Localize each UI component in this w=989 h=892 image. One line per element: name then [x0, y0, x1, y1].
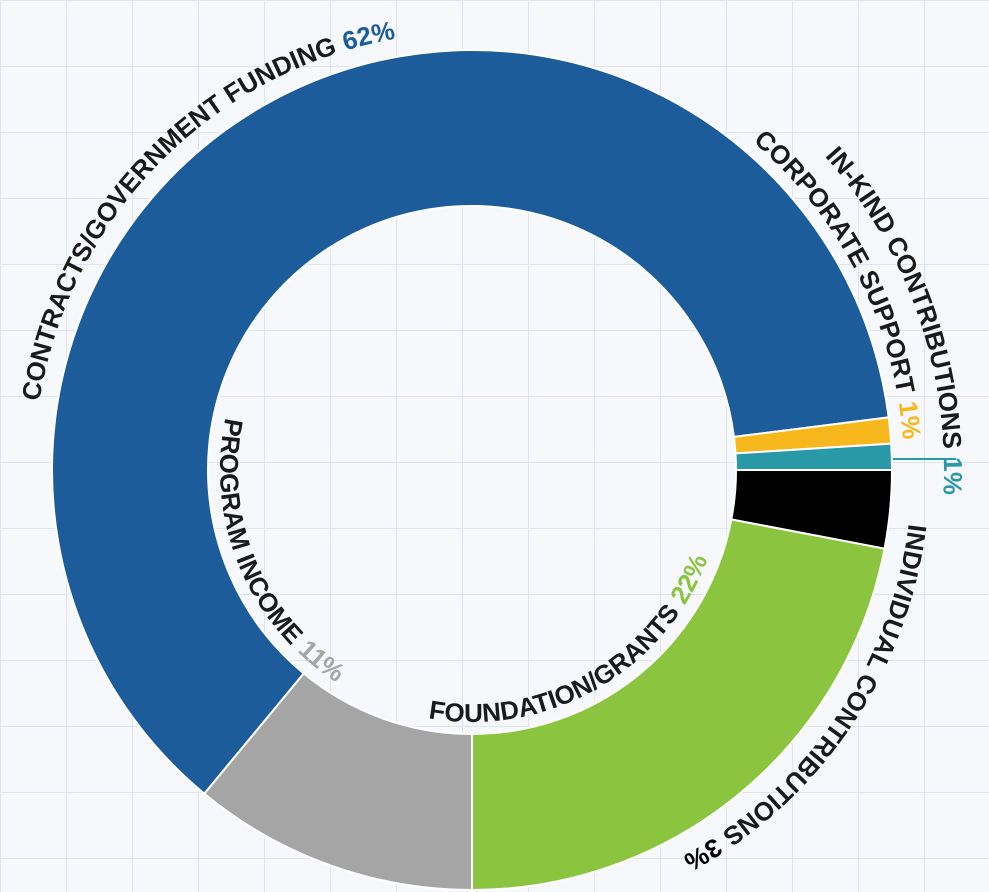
slice	[51, 49, 890, 796]
slice	[471, 518, 886, 892]
value-label: 1%	[937, 457, 968, 496]
value-label: 3%	[679, 832, 727, 877]
value-label: 62%	[339, 15, 397, 56]
value-label: 1%	[893, 399, 927, 440]
